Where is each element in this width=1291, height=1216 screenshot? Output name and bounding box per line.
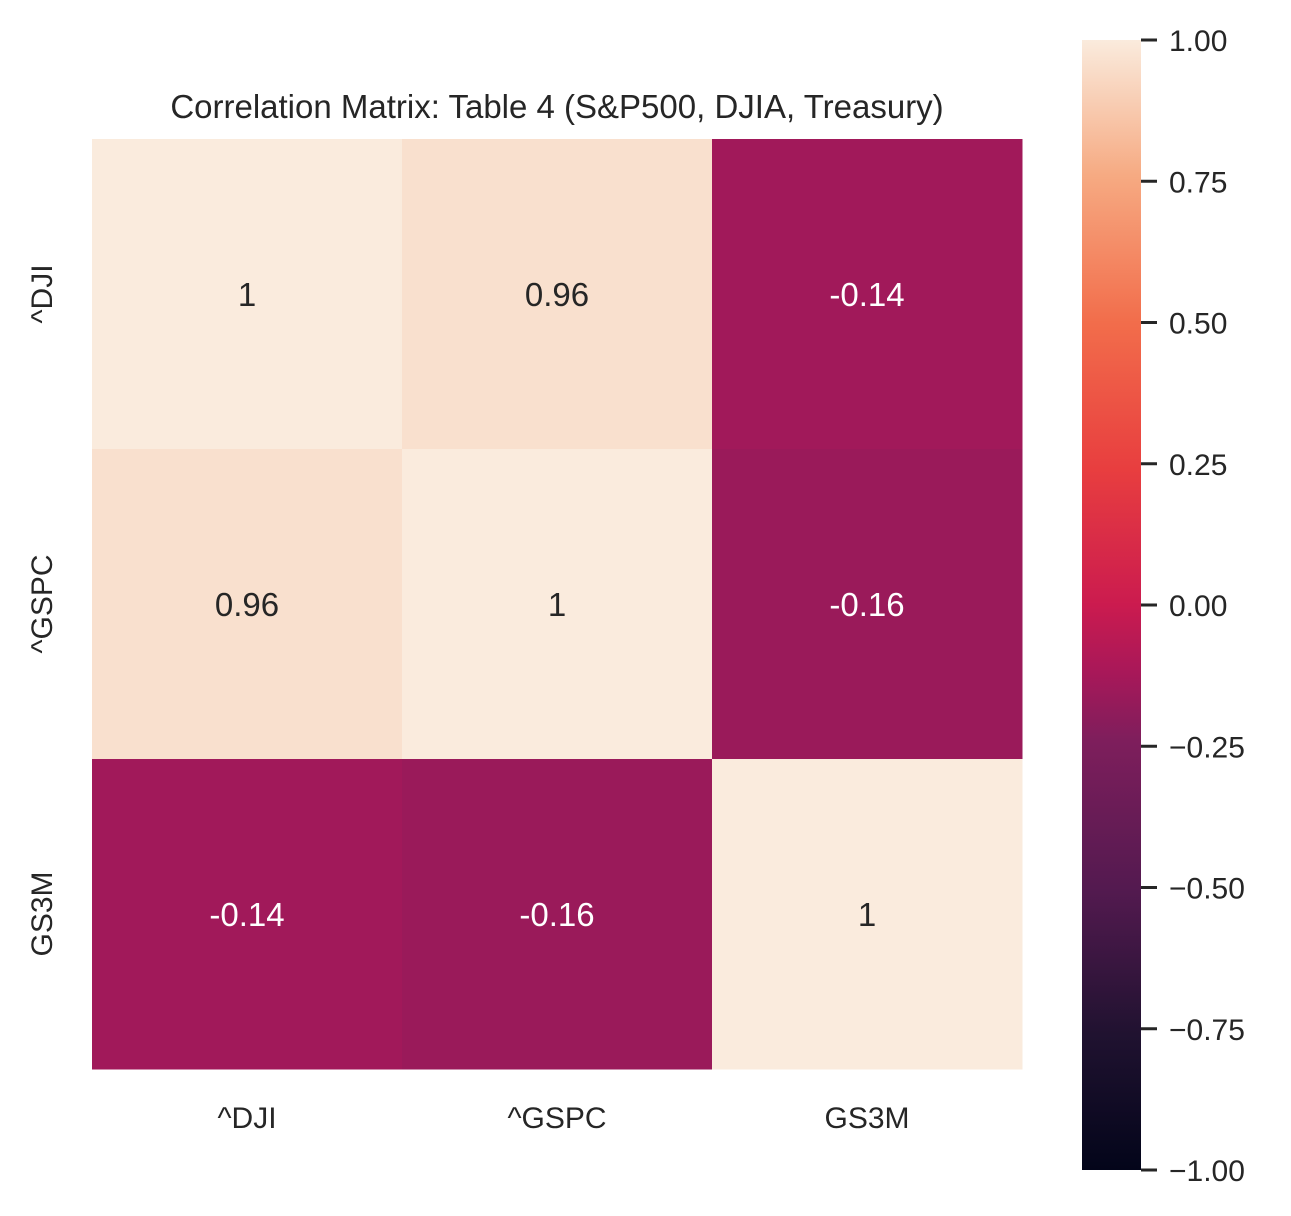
colorbar-tick-label: −0.75 (1169, 1014, 1245, 1047)
cell-annotation: -0.16 (519, 896, 594, 933)
colorbar-tick-label: −0.25 (1169, 731, 1245, 764)
colorbar-tick-label: −0.50 (1169, 873, 1245, 906)
heatmap-cell (92, 449, 403, 760)
colorbar-tick-label: −1.00 (1169, 1155, 1245, 1188)
heatmap-cell (92, 139, 403, 450)
colorbar-tick-label: 0.75 (1169, 166, 1227, 199)
x-axis-tick-labels: ^DJI ^GSPC GS3M (217, 1102, 909, 1135)
cell-annotation: 0.96 (525, 276, 589, 313)
colorbar-tick-label: 0.25 (1169, 449, 1227, 482)
cell-annotation: -0.14 (829, 276, 904, 313)
heatmap-cell (402, 759, 713, 1070)
colorbar-ticks: 1.00 0.75 0.50 0.25 0.00 −0.25 −0.50 −0.75 −1.00 (1141, 25, 1245, 1188)
cell-annotation: 0.96 (215, 586, 279, 623)
chart-title: Correlation Matrix: Table 4 (S&P500, DJI… (170, 88, 943, 125)
y-tick-label: ^DJI (26, 264, 59, 323)
colorbar-tick-label: 0.00 (1169, 590, 1227, 623)
heatmap-cell (402, 139, 713, 450)
cell-annotation: -0.14 (209, 896, 284, 933)
heatmap-cell (712, 759, 1023, 1070)
y-tick-label: GS3M (26, 871, 59, 956)
colorbar (1082, 40, 1141, 1170)
y-axis-tick-labels: ^DJI ^GSPC GS3M (26, 264, 59, 956)
cell-annotation: -0.16 (829, 586, 904, 623)
colorbar-tick-label: 0.50 (1169, 308, 1227, 341)
heatmap-cell (712, 449, 1023, 760)
heatmap-cell (712, 139, 1023, 450)
x-tick-label: GS3M (824, 1102, 909, 1135)
cell-annotation: 1 (858, 896, 876, 933)
x-tick-label: ^DJI (217, 1102, 276, 1135)
cell-annotation: 1 (548, 586, 566, 623)
y-tick-label: ^GSPC (26, 554, 59, 653)
colorbar-tick-label: 1.00 (1169, 25, 1227, 58)
heatmap-cell (92, 759, 403, 1070)
heatmap-cell (402, 449, 713, 760)
heatmap-cells (92, 139, 1023, 1070)
cell-annotation: 1 (238, 276, 256, 313)
heatmap-annotations: 1 0.96 -0.14 0.96 1 -0.16 -0.14 -0.16 1 (209, 276, 904, 933)
x-tick-label: ^GSPC (507, 1102, 606, 1135)
